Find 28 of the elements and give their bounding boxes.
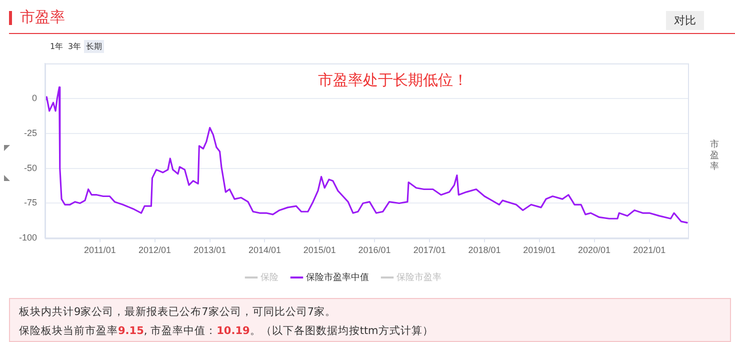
legend-label: 保险市盈率中值 <box>306 272 369 282</box>
x-tick-label: 2020/01 <box>578 245 611 256</box>
chart-title: 市盈率 <box>20 8 65 27</box>
text: 长期 <box>84 40 104 53</box>
x-tick-label: 2011/01 <box>84 245 116 256</box>
legend-label: 保险市盈率 <box>396 272 442 282</box>
x-tick-label: 2015/01 <box>303 245 336 256</box>
text: 板块内共计9家公司，最新报表已公布7家公司，可同比公司7家。 <box>19 305 338 320</box>
y-tick-label: -25 <box>24 128 37 138</box>
y-tick-label: -75 <box>24 198 37 208</box>
x-tick-label: 2018/01 <box>468 245 501 256</box>
x-tick-label: 2019/01 <box>523 245 556 256</box>
x-tick-label: 2013/01 <box>194 245 226 256</box>
y-tick-label: -100 <box>18 232 37 243</box>
text: 3年 <box>67 41 82 53</box>
y-tick-label: -50 <box>24 162 37 173</box>
legend-label: 保险 <box>260 272 278 282</box>
x-tick-label: 2012/01 <box>138 245 172 256</box>
x-tick-label: 2014/01 <box>248 245 282 256</box>
x-tick-label: 2021/01 <box>633 245 666 256</box>
x-tick-label: 2016/01 <box>358 245 391 256</box>
y-axis-title: 市盈率 <box>709 140 720 173</box>
text: 1年 <box>49 41 64 53</box>
annotation: 市盈率处于长期低位！ <box>318 71 468 90</box>
x-tick-label: 2017/01 <box>413 245 446 256</box>
text: 对比 <box>666 11 704 30</box>
text: 保险板块当前市盈率9.15, 市盈率中值：10.19。（以下各图数据均按ttm方式计算） <box>19 324 434 339</box>
y-tick-label: 0 <box>32 92 37 103</box>
